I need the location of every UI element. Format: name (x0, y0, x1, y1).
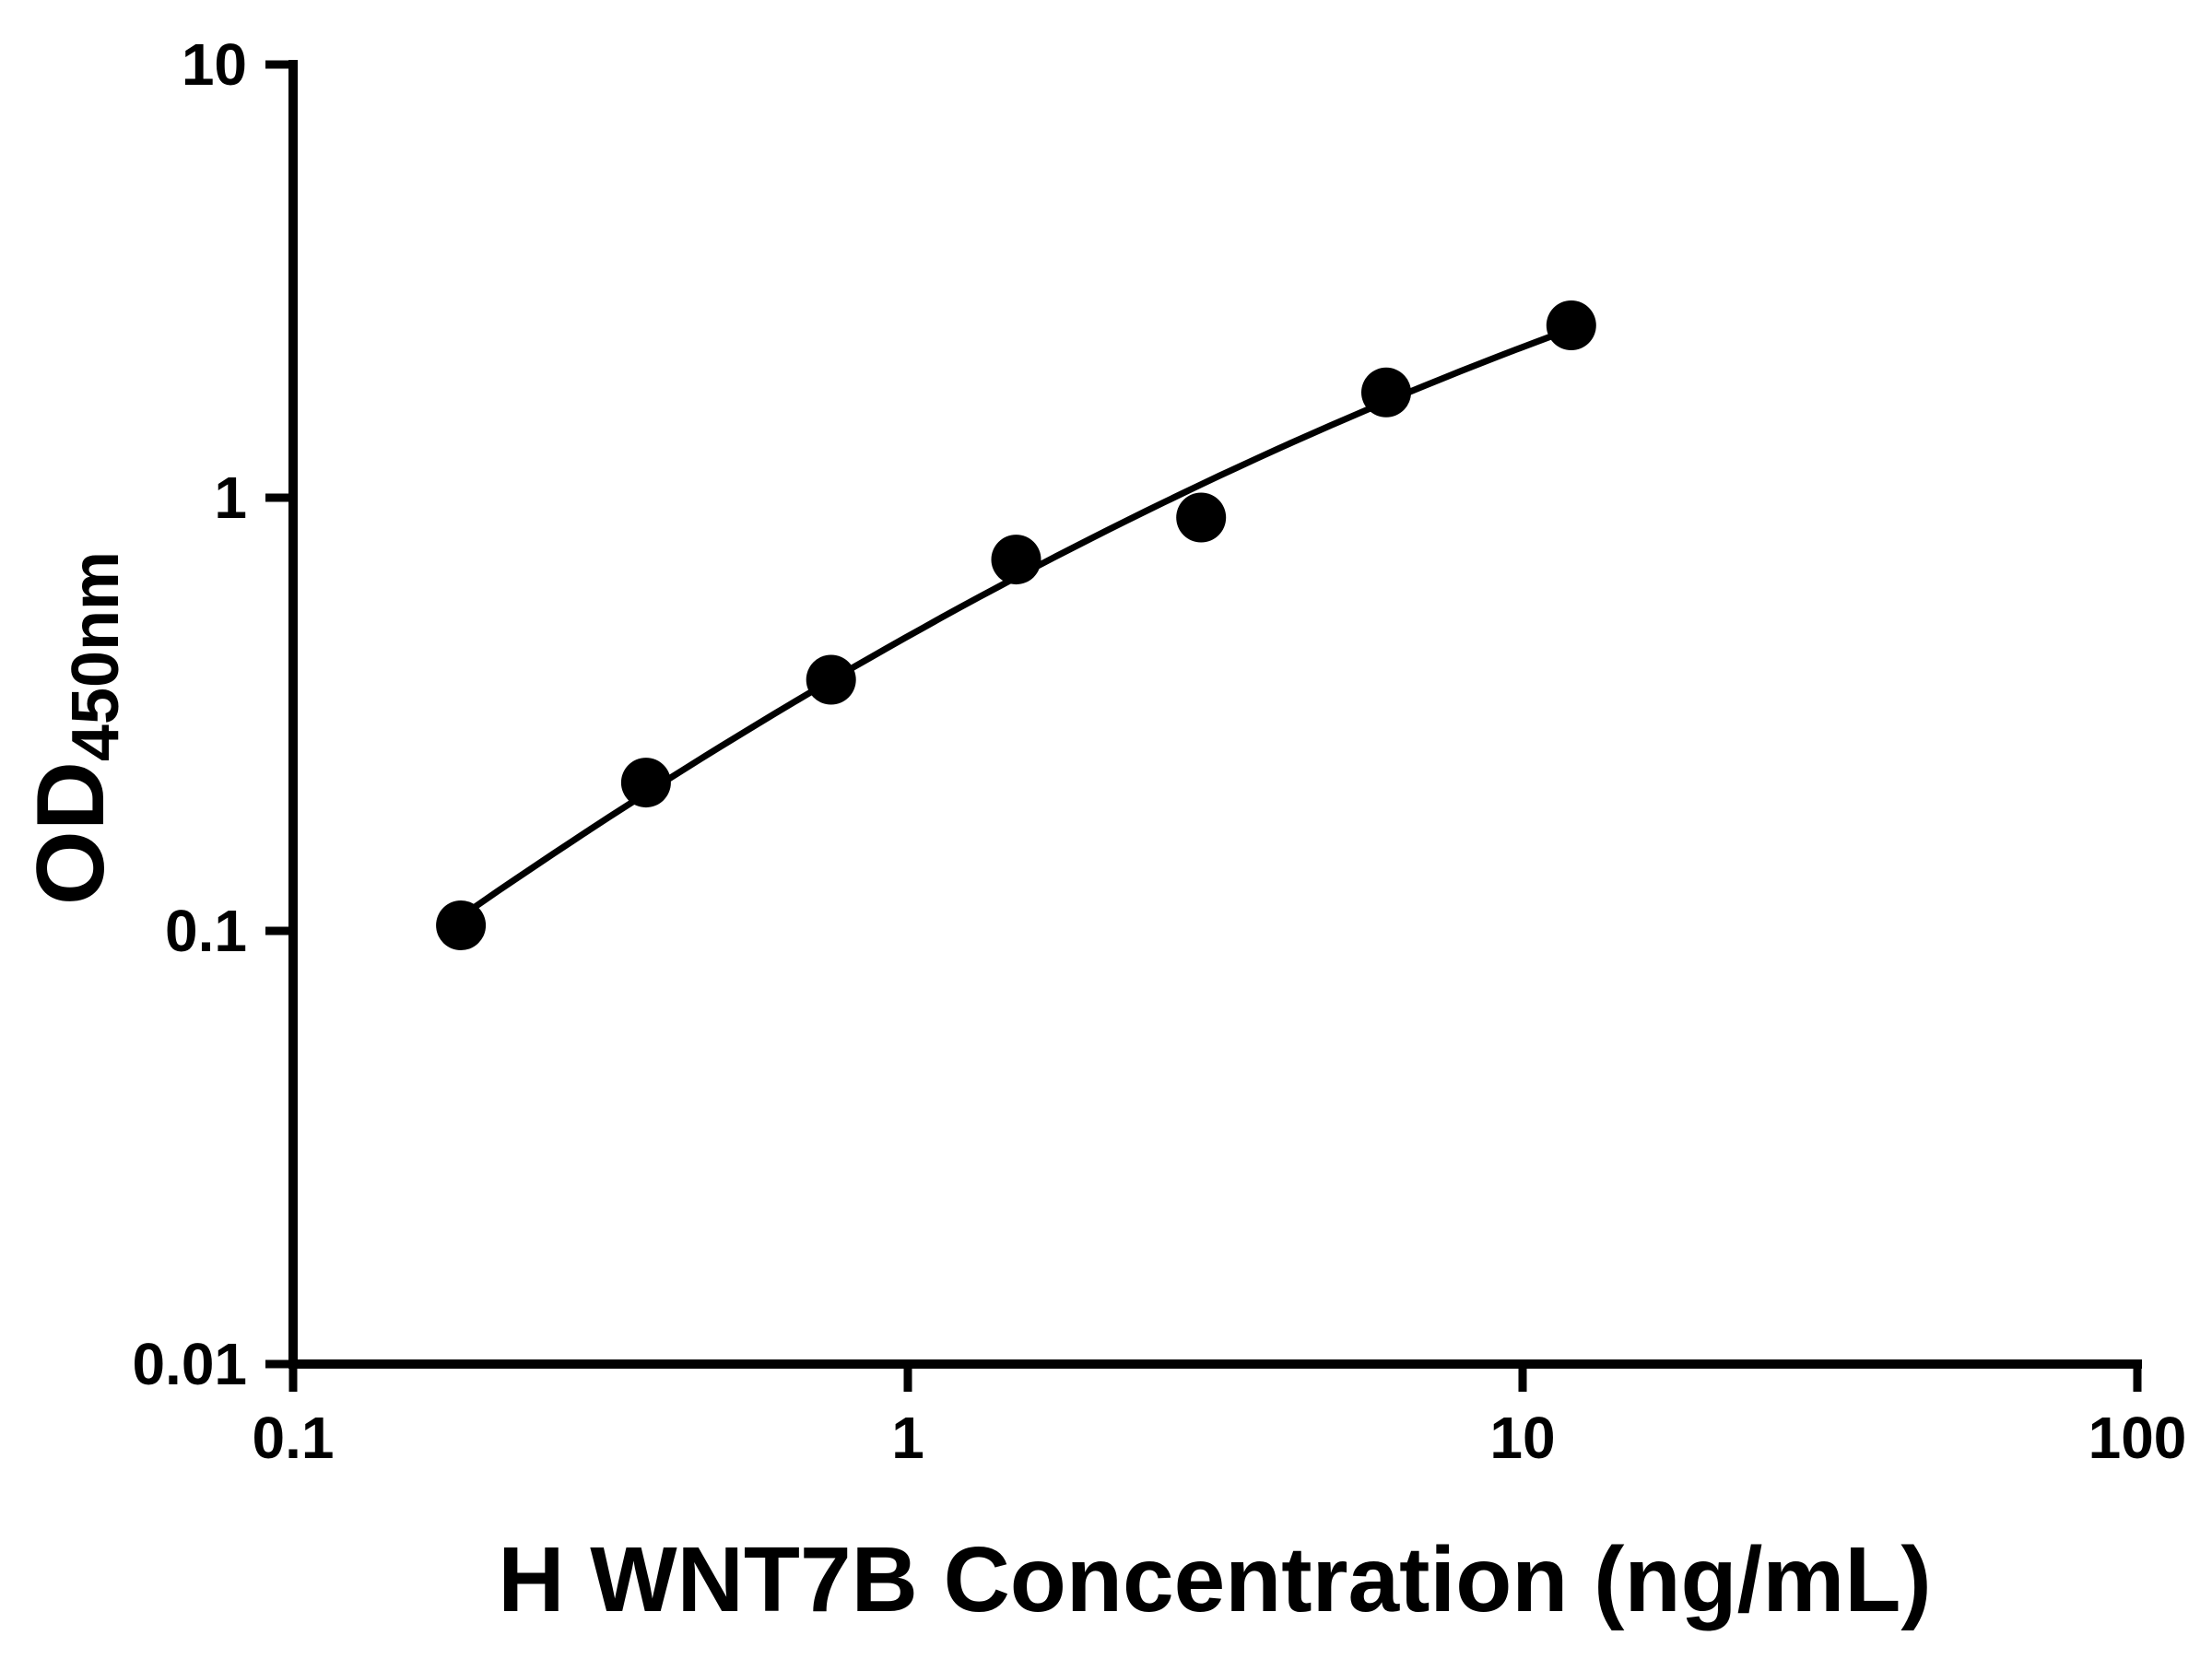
x-axis-title: H WNT7B Concentration (ng/mL) (498, 1528, 1931, 1631)
data-point (436, 900, 487, 950)
y-axis-title-sub: 450nm (59, 551, 133, 761)
y-tick-label: 0.1 (165, 898, 247, 964)
y-axis-title: OD450nm (18, 551, 133, 905)
plot-layer (436, 300, 1596, 950)
y-tick-label: 10 (182, 31, 247, 98)
data-point (1176, 492, 1227, 543)
y-tick-label: 0.01 (132, 1331, 247, 1397)
data-point (991, 535, 1041, 585)
y-tick-label: 1 (214, 465, 247, 531)
x-tick-label: 0.1 (253, 1405, 335, 1471)
x-tick-label: 100 (2088, 1405, 2187, 1471)
data-point (620, 758, 671, 808)
data-point (1546, 300, 1596, 350)
x-tick-label: 1 (891, 1405, 924, 1471)
x-tick-label: 10 (1489, 1405, 1555, 1471)
y-axis-title-main: OD (18, 761, 124, 905)
data-point (1361, 367, 1411, 418)
fit-curve (457, 325, 1575, 920)
data-point (806, 654, 856, 705)
